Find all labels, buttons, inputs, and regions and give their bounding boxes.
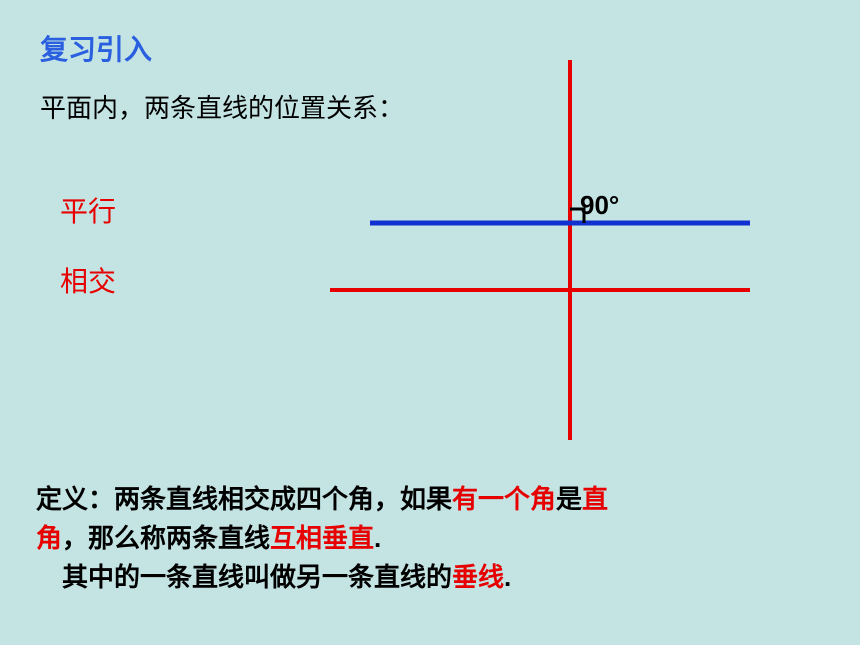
lines-diagram (330, 60, 750, 440)
relation-intersect: 相交 (60, 260, 116, 300)
definition-block: 定义：两条直线相交成四个角，如果有一个角是直 角，那么称两条直线互相垂直. 其中… (36, 480, 836, 597)
heading-review: 复习引入 (40, 28, 152, 68)
def-line3-part2: . (504, 562, 511, 592)
def-line2-part2: . (374, 523, 381, 553)
def-line1-red1: 有一个角 (452, 484, 556, 514)
def-line2-red1: 角 (36, 523, 62, 553)
def-line1-part2: 是 (556, 484, 582, 514)
def-line2-part1: ，那么称两条直线 (62, 523, 270, 553)
relation-parallel: 平行 (60, 190, 116, 230)
def-line2-red2: 互相垂直 (270, 523, 374, 553)
slide: 复习引入 平面内，两条直线的位置关系： 平行 相交 90° 定义：两条直线相交成… (0, 0, 860, 645)
def-line3-red1: 垂线 (452, 562, 504, 592)
def-line1-red2: 直 (582, 484, 608, 514)
def-line3-indent: 其中的一条直线叫做另一条直线的 (36, 562, 452, 592)
def-line1-part1: 定义：两条直线相交成四个角，如果 (36, 484, 452, 514)
